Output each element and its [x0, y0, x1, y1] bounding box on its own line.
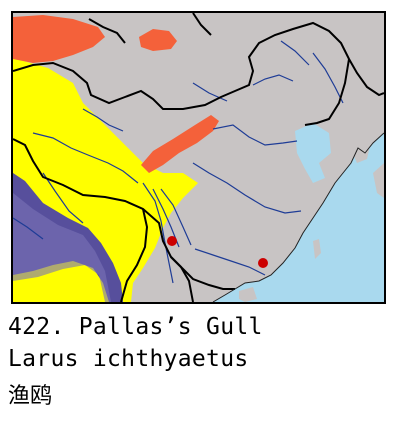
korea-peninsula [351, 125, 371, 163]
record-dot-yunnan [167, 236, 177, 246]
breeding-range-qinghai [141, 115, 219, 173]
breeding-range-north [139, 29, 177, 51]
borders [13, 13, 384, 302]
breeding-range-west [13, 15, 105, 63]
coastline [212, 132, 384, 302]
chinese-name: 渔鸥 [8, 384, 53, 409]
japan-island [373, 163, 384, 198]
species-number-and-name: 422. Pallas’s Gull [8, 314, 263, 340]
resident-range-edge [13, 193, 111, 302]
rivers [13, 40, 344, 284]
range-map [11, 11, 386, 304]
hainan-island [239, 287, 257, 302]
scientific-name: Larus ichthyaetus [8, 346, 249, 372]
taiwan-island [313, 239, 321, 259]
map-svg [13, 13, 384, 302]
record-dot-guangdong [258, 258, 268, 268]
yellow-sea [295, 123, 331, 183]
